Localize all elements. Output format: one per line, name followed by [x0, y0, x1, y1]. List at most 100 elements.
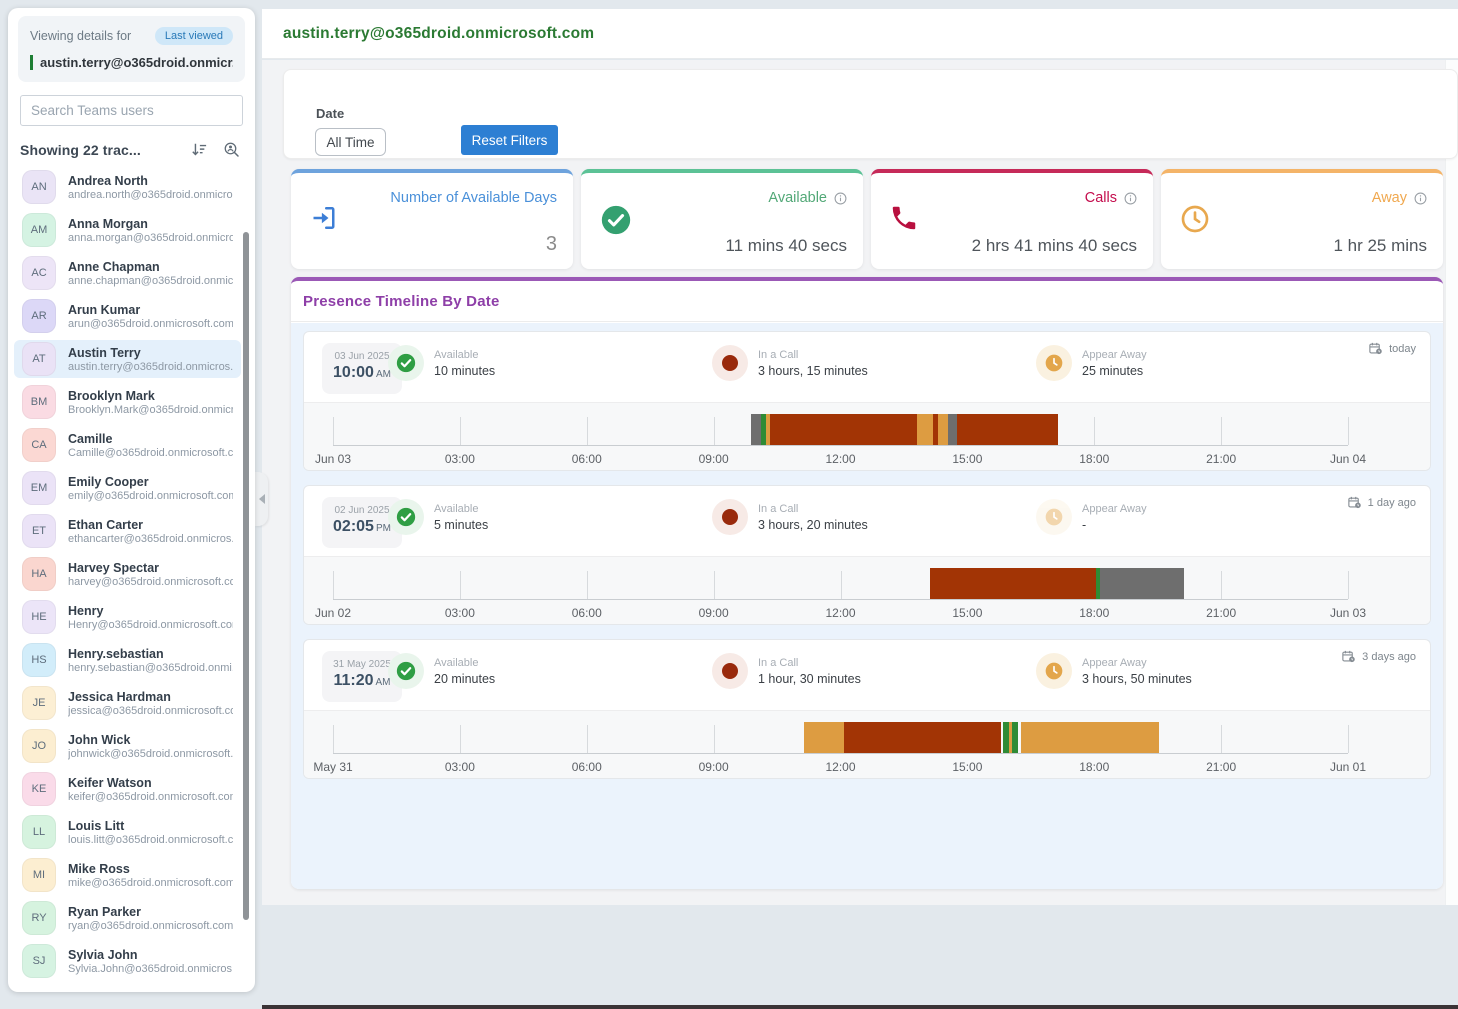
- status-available: Available 20 minutes: [388, 653, 495, 689]
- timeline-plot: Jun 02 03:00 06:00 09:00 12:00 15:00 18:00 21:0…: [315, 557, 1366, 620]
- timeline-date: 03 Jun 2025: [334, 351, 390, 362]
- user-row[interactable]: RY Ryan Parker ryan@o365droid.onmicrosoft.…: [14, 899, 241, 937]
- stat-title: Away: [1371, 190, 1407, 206]
- status-call-icon-bg: [712, 345, 748, 381]
- person-search-icon[interactable]: [223, 141, 241, 159]
- user-avatar: JE: [22, 686, 56, 720]
- axis-tick: [586, 725, 588, 753]
- date-chip: 31 May 2025 11:20 AM: [322, 651, 402, 702]
- user-row[interactable]: JO John Wick johnwick@o365droid.onmicrosof…: [14, 727, 241, 765]
- sidebar-scrollbar[interactable]: [243, 232, 249, 920]
- stat-title: Available: [768, 190, 827, 206]
- user-name: Anne Chapman: [68, 259, 160, 274]
- info-icon[interactable]: [1414, 192, 1427, 205]
- user-row[interactable]: AM Anna Morgan anna.morgan@o365droid.onmic…: [14, 211, 241, 249]
- user-meta: Louis Litt louis.litt@o365droid.onmicroso…: [68, 818, 233, 846]
- timeline-chart: Jun 02 03:00 06:00 09:00 12:00 15:00 18:00 21:0…: [304, 556, 1430, 624]
- user-row[interactable]: MI Mike Ross mike@o365droid.onmicrosoft.co…: [14, 856, 241, 894]
- user-row[interactable]: EM Emily Cooper emily@o365droid.onmicrosof…: [14, 469, 241, 507]
- sort-descending-icon[interactable]: [190, 142, 208, 158]
- user-row[interactable]: LL Louis Litt louis.litt@o365droid.onmicro…: [14, 813, 241, 851]
- status-away-icon-bg: [1036, 653, 1072, 689]
- timeline-chart: May 31 03:00 06:00 09:00 12:00 15:00 18:00 21:0…: [304, 710, 1430, 778]
- status-text: Appear Away 25 minutes: [1082, 349, 1147, 378]
- away-clock-icon: [1044, 661, 1064, 681]
- collapse-sidebar-handle[interactable]: [255, 472, 268, 526]
- relative-time-label: today: [1389, 342, 1416, 355]
- status-value: 3 hours, 50 minutes: [1082, 671, 1192, 686]
- last-viewed-badge: Last viewed: [154, 27, 233, 45]
- axis-tick: [459, 571, 461, 599]
- axis-tick: [586, 417, 588, 445]
- user-email: anne.chapman@o365droid.onmicr...: [68, 275, 233, 288]
- user-avatar: AR: [22, 299, 56, 333]
- user-row[interactable]: AC Anne Chapman anne.chapman@o365droid.onm…: [14, 254, 241, 292]
- axis-tick-label: 15:00: [952, 452, 983, 466]
- stat-value: 11 mins 40 secs: [725, 236, 847, 255]
- away-clock-icon: [1044, 507, 1064, 527]
- timeline-time: 11:20 AM: [322, 672, 402, 690]
- user-avatar: HA: [22, 557, 56, 591]
- user-name: Henry.sebastian: [68, 646, 164, 661]
- user-row[interactable]: ET Ethan Carter ethancarter@o365droid.onmi…: [14, 512, 241, 550]
- status-call-icon-bg: [712, 499, 748, 535]
- status-away-icon-bg: [1036, 345, 1072, 381]
- axis-tick-label: May 31: [313, 760, 353, 774]
- user-avatar: AC: [22, 256, 56, 290]
- user-row[interactable]: AN Andrea North andrea.north@o365droid.onm…: [14, 168, 241, 206]
- status-value: 20 minutes: [434, 671, 496, 686]
- info-icon[interactable]: [1124, 192, 1137, 205]
- timeline-bar-segment: [1096, 568, 1101, 599]
- user-row[interactable]: KE Keifer Watson keifer@o365droid.onmicros…: [14, 770, 241, 808]
- user-name: Ethan Carter: [68, 517, 144, 532]
- timeline-bar-segment: [751, 414, 762, 445]
- reset-filters-button[interactable]: Reset Filters: [461, 125, 558, 155]
- search-input[interactable]: [20, 95, 243, 126]
- user-avatar: ET: [22, 514, 56, 548]
- info-icon[interactable]: [834, 192, 847, 205]
- user-row[interactable]: HE Henry Henry@o365droid.onmicrosoft.com: [14, 598, 241, 636]
- user-name: Brooklyn Mark: [68, 388, 155, 403]
- stat-card: Number of Available Days 3: [291, 169, 573, 269]
- user-avatar: JO: [22, 729, 56, 763]
- timeline-time: 10:00 AM: [322, 364, 402, 382]
- user-row[interactable]: JE Jessica Hardman jessica@o365droid.onmic…: [14, 684, 241, 722]
- timeline-card: 31 May 2025 11:20 AM Available 20 minutes In …: [303, 639, 1431, 779]
- timeline-meridiem: PM: [375, 523, 391, 534]
- timeline-meridiem: AM: [375, 677, 391, 688]
- status-text: Available 5 minutes: [434, 503, 488, 532]
- user-row[interactable]: HS Henry.sebastian henry.sebastian@o365dro…: [14, 641, 241, 679]
- status-available-icon-bg: [388, 653, 424, 689]
- user-email: Camille@o365droid.onmicrosoft.c...: [68, 447, 233, 460]
- relative-time-label: 3 days ago: [1362, 650, 1416, 663]
- status-text: In a Call 3 hours, 15 minutes: [758, 349, 868, 378]
- axis-tick-label: 03:00: [444, 760, 475, 774]
- timeline-date: 02 Jun 2025: [334, 505, 390, 516]
- user-name: Anna Morgan: [68, 216, 148, 231]
- axis-tick-label: 15:00: [952, 760, 983, 774]
- status-label: Available: [434, 502, 479, 515]
- user-avatar: EM: [22, 471, 56, 505]
- stat-title: Number of Available Days: [390, 190, 557, 206]
- user-meta: Anne Chapman anne.chapman@o365droid.onmic…: [68, 259, 233, 287]
- user-row[interactable]: SJ Sylvia John Sylvia.John@o365droid.onmic…: [14, 942, 241, 980]
- in-a-call-dot-icon: [722, 509, 738, 525]
- user-email: henry.sebastian@o365droid.onmi...: [68, 662, 233, 675]
- user-avatar: AM: [22, 213, 56, 247]
- axis-tick-label: 09:00: [698, 606, 729, 620]
- date-filter-select[interactable]: All Time: [315, 128, 386, 156]
- teams-user-list: AN Andrea North andrea.north@o365droid.onm…: [12, 168, 243, 989]
- user-meta: Emily Cooper emily@o365droid.onmicrosoft.…: [68, 474, 233, 502]
- status-label: Available: [434, 656, 479, 669]
- main-scrollbar-track[interactable]: [1445, 60, 1458, 905]
- user-row[interactable]: AR Arun Kumar arun@o365droid.onmicrosoft.c…: [14, 297, 241, 335]
- user-row[interactable]: HA Harvey Spectar harvey@o365droid.onmicro…: [14, 555, 241, 593]
- user-row[interactable]: BM Brooklyn Mark Brooklyn.Mark@o365droid.o…: [14, 383, 241, 421]
- user-meta: Arun Kumar arun@o365droid.onmicrosoft.com: [68, 302, 233, 330]
- axis-tick-label: 06:00: [571, 606, 602, 620]
- user-email: emily@o365droid.onmicrosoft.com: [68, 490, 233, 503]
- status-label: In a Call: [758, 502, 799, 515]
- user-row[interactable]: AT Austin Terry austin.terry@o365droid.onm…: [14, 340, 241, 378]
- axis-tick: [1348, 417, 1349, 445]
- user-row[interactable]: CA Camille Camille@o365droid.onmicrosoft.c…: [14, 426, 241, 464]
